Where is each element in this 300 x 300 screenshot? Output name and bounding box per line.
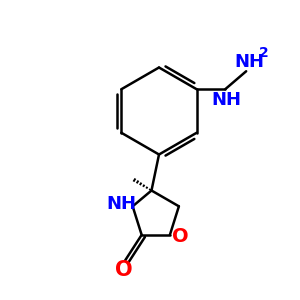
Text: O: O xyxy=(172,227,189,246)
Text: NH: NH xyxy=(212,91,242,109)
Text: O: O xyxy=(115,260,133,280)
Text: 2: 2 xyxy=(259,46,269,60)
Text: NH: NH xyxy=(235,53,265,70)
Text: NH: NH xyxy=(106,195,136,213)
